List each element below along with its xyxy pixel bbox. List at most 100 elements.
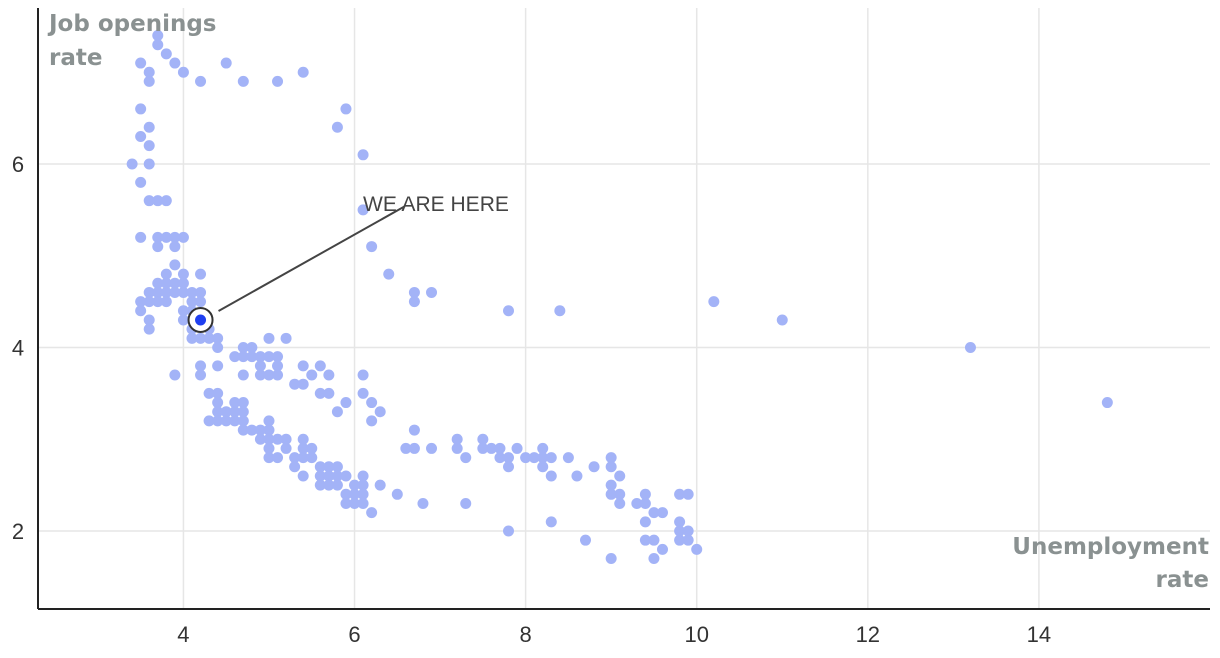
data-point-227 [648, 553, 660, 565]
data-point-74 [195, 332, 207, 344]
data-point-138 [280, 433, 292, 445]
data-point-116 [1101, 397, 1113, 409]
data-point-163 [520, 452, 532, 464]
data-point-115 [366, 397, 378, 409]
data-point-210 [366, 507, 378, 519]
data-point-207 [614, 497, 626, 509]
data-point-204 [357, 497, 369, 509]
data-point-16 [331, 121, 343, 133]
data-point-184 [571, 470, 583, 482]
data-point-99 [263, 369, 275, 381]
data-point-69 [776, 314, 788, 326]
data-point-105 [297, 378, 309, 390]
annotation: WE ARE HERE [218, 193, 509, 312]
x-tick-label-6: 6 [348, 622, 360, 647]
data-point-79 [212, 341, 224, 353]
data-point-190 [357, 479, 369, 491]
data-point-36 [160, 268, 172, 280]
data-point-20 [126, 158, 138, 170]
data-point-126 [229, 415, 241, 427]
data-point-24 [152, 195, 164, 207]
data-point-129 [366, 415, 378, 427]
data-point-160 [460, 452, 472, 464]
data-point-26 [357, 204, 369, 216]
data-point-21 [143, 158, 155, 170]
data-point-166 [545, 452, 557, 464]
data-point-107 [212, 387, 224, 399]
data-point-203 [349, 497, 361, 509]
data-point-31 [177, 231, 189, 243]
data-point-88 [272, 351, 284, 363]
x-tick-label-12: 12 [856, 622, 880, 647]
data-point-136 [263, 433, 275, 445]
data-point-86 [254, 351, 266, 363]
data-point-171 [323, 461, 335, 473]
data-point-83 [229, 351, 241, 363]
data-point-178 [314, 470, 326, 482]
data-point-159 [306, 452, 318, 464]
data-point-216 [503, 525, 515, 537]
data-point-44 [143, 286, 155, 298]
data-point-6 [143, 66, 155, 78]
data-point-164 [528, 452, 540, 464]
data-point-12 [272, 75, 284, 87]
data-point-30 [169, 231, 181, 243]
data-point-141 [477, 433, 489, 445]
data-point-162 [503, 452, 515, 464]
data-point-213 [545, 516, 557, 528]
data-point-22 [135, 176, 147, 188]
data-point-114 [340, 397, 352, 409]
x-axis-title-line-1: Unemployment [1012, 534, 1209, 560]
data-point-43 [177, 277, 189, 289]
data-point-167 [562, 452, 574, 464]
data-points [126, 30, 1113, 565]
annotation-label: WE ARE HERE [363, 193, 509, 216]
data-point-57 [186, 296, 198, 308]
data-point-208 [631, 497, 643, 509]
data-point-169 [289, 461, 301, 473]
data-point-172 [331, 461, 343, 473]
data-point-139 [297, 433, 309, 445]
data-point-193 [340, 488, 352, 500]
data-point-97 [237, 369, 249, 381]
data-point-119 [229, 406, 241, 418]
data-point-95 [169, 369, 181, 381]
data-point-56 [160, 296, 172, 308]
data-point-222 [674, 534, 686, 546]
x-tick-label-8: 8 [519, 622, 531, 647]
data-point-17 [135, 130, 147, 142]
data-point-35 [169, 259, 181, 271]
data-point-55 [152, 296, 164, 308]
data-point-117 [212, 406, 224, 418]
data-point-77 [263, 332, 275, 344]
data-point-85 [246, 351, 258, 363]
data-point-47 [169, 286, 181, 298]
data-point-179 [323, 470, 335, 482]
data-point-192 [605, 479, 617, 491]
data-point-64 [503, 305, 515, 317]
data-point-37 [177, 268, 189, 280]
data-point-202 [340, 497, 352, 509]
data-point-201 [682, 488, 694, 500]
data-point-33 [169, 241, 181, 253]
data-point-112 [229, 397, 241, 409]
data-point-15 [143, 121, 155, 133]
data-point-52 [426, 286, 438, 298]
data-point-18 [143, 140, 155, 152]
data-point-121 [331, 406, 343, 418]
data-point-145 [306, 442, 318, 454]
y-tick-label-4: 4 [12, 335, 24, 360]
data-point-133 [263, 424, 275, 436]
data-point-134 [408, 424, 420, 436]
data-point-96 [195, 369, 207, 381]
data-point-98 [254, 369, 266, 381]
data-point-65 [554, 305, 566, 317]
data-point-108 [314, 387, 326, 399]
data-point-41 [160, 277, 172, 289]
data-point-188 [331, 479, 343, 491]
x-tick-label-10: 10 [684, 622, 708, 647]
data-point-102 [323, 369, 335, 381]
data-point-140 [451, 433, 463, 445]
data-point-11 [237, 75, 249, 87]
data-point-0 [152, 30, 164, 42]
